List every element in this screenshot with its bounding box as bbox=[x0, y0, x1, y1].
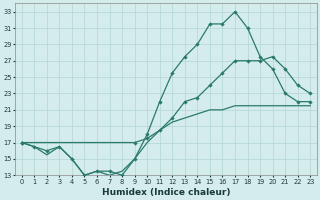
X-axis label: Humidex (Indice chaleur): Humidex (Indice chaleur) bbox=[102, 188, 230, 197]
